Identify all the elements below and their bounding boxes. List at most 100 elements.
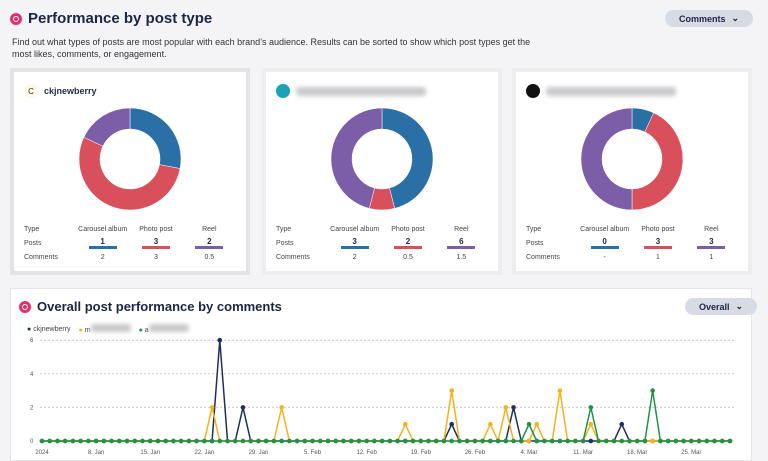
data-point[interactable]: [619, 438, 625, 444]
data-point[interactable]: [588, 405, 594, 410]
data-point[interactable]: [565, 438, 570, 444]
data-point[interactable]: [132, 438, 138, 444]
data-point[interactable]: [271, 438, 277, 444]
data-point[interactable]: [325, 438, 331, 444]
data-point[interactable]: [557, 388, 563, 393]
data-point[interactable]: [727, 438, 733, 444]
data-point[interactable]: [634, 438, 640, 444]
data-point[interactable]: [542, 438, 547, 444]
data-point[interactable]: [441, 438, 447, 444]
data-point[interactable]: [356, 438, 362, 444]
donut-slice-reel[interactable]: [83, 107, 131, 147]
data-point[interactable]: [194, 438, 199, 444]
data-point[interactable]: [310, 438, 315, 444]
donut-slice-photo[interactable]: [631, 112, 684, 211]
data-point[interactable]: [689, 438, 694, 444]
data-point[interactable]: [603, 438, 609, 444]
data-point[interactable]: [256, 438, 261, 444]
data-point[interactable]: [186, 438, 192, 444]
data-point[interactable]: [39, 438, 45, 444]
data-point[interactable]: [263, 438, 269, 444]
data-point[interactable]: [503, 405, 509, 410]
legend-item[interactable]: ● m: [79, 324, 131, 334]
data-point[interactable]: [124, 438, 130, 444]
donut-slice-carousel[interactable]: [381, 107, 434, 209]
data-point[interactable]: [704, 438, 710, 444]
data-point[interactable]: [387, 438, 393, 444]
data-point[interactable]: [217, 337, 223, 343]
data-point[interactable]: [248, 438, 254, 444]
data-point[interactable]: [457, 438, 462, 444]
data-point[interactable]: [140, 438, 145, 444]
data-point[interactable]: [596, 438, 601, 444]
donut-slice-photo[interactable]: [78, 136, 181, 211]
data-point[interactable]: [480, 438, 485, 444]
data-point[interactable]: [410, 438, 416, 444]
data-point[interactable]: [225, 438, 230, 444]
data-point[interactable]: [588, 421, 594, 427]
legend-item[interactable]: ● ckjnewberry: [27, 325, 71, 333]
data-point[interactable]: [55, 438, 60, 444]
data-point[interactable]: [341, 438, 346, 444]
data-point[interactable]: [681, 438, 686, 444]
data-point[interactable]: [511, 405, 516, 410]
data-point[interactable]: [503, 438, 509, 444]
data-point[interactable]: [495, 438, 501, 444]
data-point[interactable]: [209, 405, 215, 410]
data-point[interactable]: [70, 438, 76, 444]
data-point[interactable]: [511, 438, 516, 444]
data-point[interactable]: [619, 421, 625, 427]
data-point[interactable]: [372, 438, 377, 444]
data-point[interactable]: [557, 438, 563, 444]
data-point[interactable]: [526, 421, 532, 427]
data-point[interactable]: [348, 438, 354, 444]
data-point[interactable]: [317, 438, 323, 444]
data-point[interactable]: [232, 438, 238, 444]
data-point[interactable]: [650, 388, 655, 393]
data-point[interactable]: [488, 438, 493, 444]
data-point[interactable]: [93, 438, 99, 444]
data-point[interactable]: [395, 438, 400, 444]
donut-slice-reel[interactable]: [330, 107, 383, 209]
data-point[interactable]: [642, 438, 648, 444]
data-point[interactable]: [418, 438, 424, 444]
data-point[interactable]: [294, 438, 300, 444]
data-point[interactable]: [433, 438, 439, 444]
data-point[interactable]: [240, 438, 246, 444]
data-point[interactable]: [611, 438, 617, 444]
data-point[interactable]: [449, 421, 454, 427]
data-point[interactable]: [673, 438, 679, 444]
data-point[interactable]: [147, 438, 153, 444]
data-point[interactable]: [279, 438, 284, 444]
data-point[interactable]: [109, 438, 114, 444]
data-point[interactable]: [302, 438, 308, 444]
data-point[interactable]: [549, 438, 555, 444]
data-point[interactable]: [171, 438, 176, 444]
data-point[interactable]: [696, 438, 702, 444]
data-point[interactable]: [488, 421, 493, 427]
data-point[interactable]: [403, 438, 408, 444]
data-point[interactable]: [47, 438, 53, 444]
data-point[interactable]: [650, 438, 655, 444]
data-point[interactable]: [518, 438, 524, 444]
data-point[interactable]: [449, 438, 454, 444]
data-point[interactable]: [534, 438, 540, 444]
data-point[interactable]: [379, 438, 385, 444]
data-point[interactable]: [209, 438, 215, 444]
data-point[interactable]: [464, 438, 470, 444]
data-point[interactable]: [333, 438, 339, 444]
data-point[interactable]: [217, 438, 223, 444]
data-point[interactable]: [526, 438, 532, 444]
data-point[interactable]: [534, 421, 540, 427]
data-point[interactable]: [627, 438, 632, 444]
donut-slice-carousel[interactable]: [129, 107, 182, 169]
data-point[interactable]: [364, 438, 369, 444]
data-point[interactable]: [287, 438, 292, 444]
data-point[interactable]: [155, 438, 161, 444]
data-point[interactable]: [665, 438, 671, 444]
data-point[interactable]: [573, 438, 578, 444]
data-point[interactable]: [588, 438, 594, 444]
data-point[interactable]: [117, 438, 122, 444]
data-point[interactable]: [163, 438, 168, 444]
legend-item[interactable]: ● a: [139, 324, 189, 334]
